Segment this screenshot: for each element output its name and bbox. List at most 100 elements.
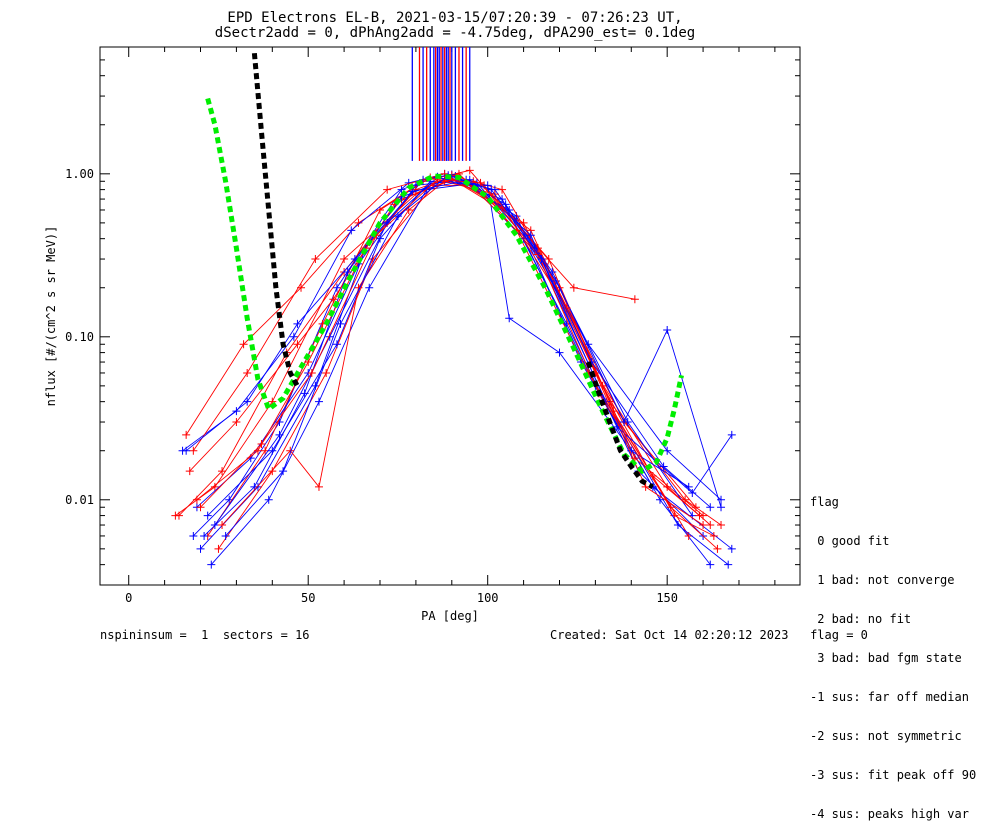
chart-title: EPD Electrons EL-B, 2021-03-15/07:20:39 … [227, 10, 683, 26]
flag-legend-item: -4 sus: peaks high var [810, 807, 969, 821]
data-point-marker [706, 560, 715, 569]
data-point-marker [555, 348, 564, 357]
data-point-marker [232, 407, 241, 416]
model-curves [205, 52, 684, 490]
data-point-marker [476, 178, 485, 187]
flag-legend-item: -1 sus: far off median [810, 690, 969, 704]
data-point-marker [268, 467, 277, 476]
data-point-marker [717, 503, 726, 512]
series-line [192, 173, 635, 451]
flag-legend-item: 2 bad: no fit [810, 612, 912, 626]
data-point-marker [322, 368, 331, 377]
data-point-marker [526, 231, 535, 240]
data-point-marker [189, 446, 198, 455]
data-point-marker [630, 454, 639, 463]
series-line [178, 176, 715, 537]
data-point-marker [620, 418, 629, 427]
data-point-marker [268, 446, 277, 455]
data-point-marker [681, 495, 690, 504]
y-axis-label: nflux [#/(cm^2 s sr MeV)] [44, 226, 58, 407]
data-point-marker [264, 495, 273, 504]
data-point-marker [724, 560, 733, 569]
data-point-marker [174, 511, 183, 520]
flag-legend-item: 3 bad: bad fgm state [810, 651, 962, 665]
data-point-marker [376, 205, 384, 214]
data-point-marker [612, 422, 621, 431]
data-point-marker [189, 531, 198, 540]
flag-legend: flag 0 good fit 1 bad: not converge 2 ba… [810, 470, 976, 834]
data-point-marker [365, 283, 374, 292]
data-point-marker [551, 276, 560, 285]
data-point-marker [200, 531, 209, 540]
data-point-marker [376, 234, 384, 243]
series-line [203, 175, 693, 537]
data-point-marker [663, 482, 672, 491]
model-black-curve-left [251, 52, 300, 388]
data-point-marker [332, 340, 341, 349]
data-point-marker [717, 521, 726, 530]
data-point-marker [203, 511, 212, 520]
data-point-marker [548, 267, 557, 276]
data-point-marker [709, 531, 718, 540]
series-line [225, 174, 711, 537]
data-point-marker [641, 482, 650, 491]
data-point-marker [498, 185, 507, 194]
y-tick-label: 0.01 [65, 493, 94, 507]
data-point-marker [332, 283, 341, 292]
data-point-marker [537, 255, 546, 264]
series-line [207, 180, 689, 516]
data-point-marker [243, 368, 252, 377]
data-point-marker [713, 544, 722, 553]
data-point-marker [487, 185, 496, 194]
data-point-marker [207, 560, 216, 569]
series-line [196, 179, 711, 565]
x-axis-label: PA [deg] [421, 609, 479, 623]
flag-legend-header: flag [810, 495, 839, 509]
x-tick-label: 100 [477, 591, 499, 605]
data-point-marker [293, 340, 302, 349]
data-point-marker [214, 544, 223, 553]
data-point-marker [397, 185, 406, 194]
x-tick-label: 150 [656, 591, 678, 605]
series-line [175, 178, 711, 526]
footer-created-info: Created: Sat Oct 14 02:20:12 2023 flag =… [550, 628, 868, 642]
data-point-marker [182, 430, 191, 439]
data-point-marker [307, 368, 316, 377]
data-point-marker [383, 185, 392, 194]
data-point-marker [411, 185, 420, 194]
flag-legend-item: -3 sus: fit peak off 90 [810, 768, 977, 782]
y-tick-label: 0.10 [65, 330, 94, 344]
data-point-marker [706, 521, 715, 530]
data-point-marker [727, 544, 736, 553]
data-point-marker [659, 462, 668, 471]
series-line [185, 179, 733, 494]
data-point-marker [695, 511, 704, 520]
data-point-marker [243, 397, 252, 406]
data-point-marker [289, 332, 298, 341]
data-point-marker [314, 482, 323, 491]
data-point-marker [182, 446, 191, 455]
data-point-marker [232, 418, 241, 427]
data-point-marker [666, 503, 675, 512]
flag-legend-item: 0 good fit [810, 534, 890, 548]
footer-spin-info: nspininsum = 1 sectors = 16 [100, 628, 310, 642]
data-point-marker [706, 503, 715, 512]
data-point-marker [699, 521, 708, 530]
data-point-marker [347, 226, 356, 235]
x-tick-label: 50 [301, 591, 315, 605]
data-point-marker [343, 267, 352, 276]
data-point-marker [656, 495, 664, 504]
data-point-marker [218, 467, 227, 476]
flag-legend-item: 1 bad: not converge [810, 573, 955, 587]
data-point-marker [663, 326, 672, 335]
flag-legend-item: -2 sus: not symmetric [810, 729, 962, 743]
data-point-marker [239, 340, 248, 349]
data-point-marker [354, 218, 363, 227]
data-point-marker [196, 503, 205, 512]
data-point-marker [210, 482, 219, 491]
data-point-marker [630, 295, 639, 304]
series-line [192, 176, 704, 537]
y-tick-label: 1.00 [65, 167, 94, 181]
data-point-marker [275, 430, 284, 439]
data-point-marker [311, 255, 320, 264]
